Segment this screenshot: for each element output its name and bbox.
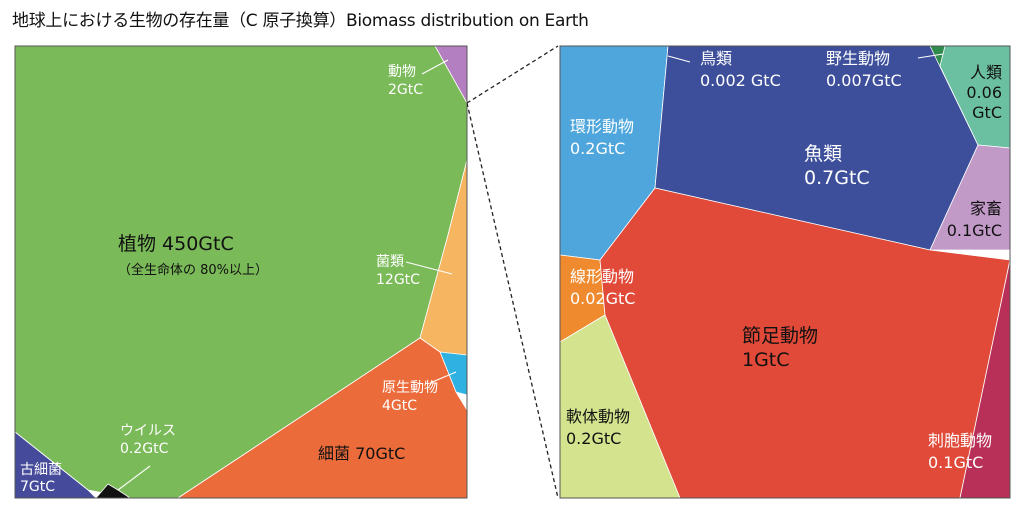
leader-line-wild-mammals — [917, 53, 944, 59]
label-humans-name: 人類 — [970, 63, 1002, 82]
label-nematodes-name: 線形動物 — [570, 267, 634, 286]
label-archaea-name: 古細菌 — [20, 462, 62, 478]
label-viruses-value: 0.2GtC — [120, 441, 169, 457]
label-bacteria: 細菌 70GtC — [318, 444, 405, 463]
leader-line-viruses — [117, 465, 151, 491]
label-humans-value-1: 0.06 — [966, 83, 1002, 102]
label-wild-mammals-name: 野生動物 — [826, 49, 890, 68]
zoom-connector-top — [466, 45, 559, 104]
label-cnidarians-name: 刺胞動物 — [928, 431, 992, 450]
label-viruses-name: ウイルス — [120, 423, 176, 439]
label-arthropods-name: 節足動物 — [742, 325, 818, 347]
leader-line-fungi — [405, 261, 453, 275]
label-animals-value: 2GtC — [388, 82, 423, 98]
label-wild-mammals-value: 0.007GtC — [826, 71, 902, 90]
label-plants: 植物 450GtC — [118, 233, 234, 255]
label-fungi-name: 菌類 — [376, 254, 404, 270]
label-arthropods-value: 1GtC — [742, 349, 790, 371]
leader-line-birds — [667, 55, 691, 63]
label-livestock-value: 0.1GtC — [947, 221, 1002, 240]
label-livestock-name: 家畜 — [970, 199, 1002, 218]
label-cnidarians-value: 0.1GtC — [928, 453, 983, 472]
leader-line-animals — [421, 59, 449, 75]
label-fish-name: 魚類 — [804, 143, 842, 165]
leader-line-protists — [429, 371, 457, 384]
label-fungi-value: 12GtC — [376, 272, 420, 288]
page-title: 地球上における生物の存在量（C 原子換算）Biomass distributio… — [12, 11, 589, 31]
label-birds-name: 鳥類 — [700, 49, 732, 68]
label-archaea-value: 7GtC — [20, 479, 55, 495]
label-birds-value: 0.002 GtC — [700, 71, 781, 90]
label-protists-value: 4GtC — [382, 398, 417, 414]
label-animals-name: 動物 — [388, 64, 416, 80]
label-nematodes-value: 0.02GtC — [570, 289, 635, 308]
label-humans-value-2: GtC — [972, 103, 1002, 122]
left-panel-border — [14, 45, 468, 499]
label-molluscs-value: 0.2GtC — [566, 429, 621, 448]
right-panel-border — [559, 45, 1011, 499]
label-protists-name: 原生動物 — [382, 380, 438, 396]
label-plants-note: （全生命体の 80%以上） — [118, 262, 268, 278]
label-annelids-value: 0.2GtC — [570, 139, 625, 158]
label-annelids-name: 環形動物 — [570, 117, 634, 136]
label-molluscs-name: 軟体動物 — [566, 407, 630, 426]
label-fish-value: 0.7GtC — [804, 167, 870, 189]
zoom-connector-bottom — [466, 102, 559, 499]
